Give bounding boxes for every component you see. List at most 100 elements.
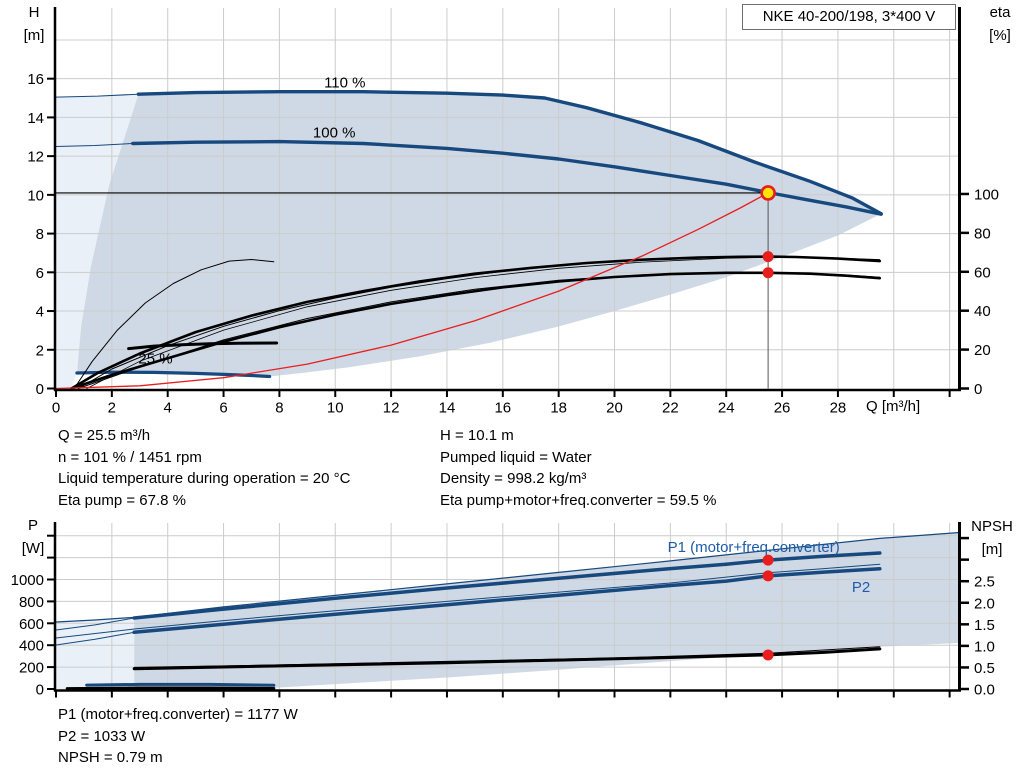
eta-total-25-curve xyxy=(127,341,279,351)
x-tick-label: 4 xyxy=(164,400,172,417)
duty-point xyxy=(760,185,776,201)
annotation-line: Liquid temperature during operation = 20… xyxy=(58,470,351,488)
system-curve xyxy=(55,192,769,390)
left-tick-label: 1000 xyxy=(11,572,44,589)
right-tick-label: 1.5 xyxy=(974,617,995,634)
p-axis-unit: [W] xyxy=(21,540,45,557)
speed-100-left-extension xyxy=(55,143,134,147)
annotation-line: H = 10.1 m xyxy=(440,427,514,444)
x-tick-label: 18 xyxy=(550,400,567,417)
right-tick-label: 1.0 xyxy=(974,638,995,655)
left-tick-label: 12 xyxy=(27,149,44,166)
x-tick-label: 24 xyxy=(718,400,735,417)
p2-point xyxy=(762,570,774,582)
x-tick-label: 2 xyxy=(108,400,116,417)
speed-25-label: 25 % xyxy=(138,350,172,367)
eta-axis-name: eta xyxy=(989,4,1011,21)
h-axis-name: H xyxy=(28,4,40,21)
p-axis-name: P xyxy=(27,517,38,534)
speed-100-label: 100 % xyxy=(313,125,356,142)
p2-curve xyxy=(132,567,882,635)
left-tick-label: 2 xyxy=(36,342,44,359)
annotation-line: Q = 25.5 m³/h xyxy=(58,427,151,444)
right-tick-label: 80 xyxy=(974,225,991,242)
duty-annotation-left: Q = 25.5 m³/h n = 101 % / 1451 rpm Liqui… xyxy=(58,425,350,512)
power-envelope-region xyxy=(134,532,958,689)
left-tick-label: 400 xyxy=(19,638,44,655)
x-tick-label: 22 xyxy=(662,400,679,417)
outside-envelope-region xyxy=(56,94,139,389)
power-annotation: P1 (motor+freq.converter) = 1177 W P2 = … xyxy=(58,704,298,769)
left-tick-label: 10 xyxy=(27,187,44,204)
p2-110-curve xyxy=(55,563,881,639)
right-tick-label: 2.0 xyxy=(974,595,995,612)
p1-left-extension xyxy=(55,617,135,631)
annotation-line: Eta pump = 67.8 % xyxy=(58,492,186,510)
p1-110-curve xyxy=(55,532,959,623)
right-tick-label: 0 xyxy=(974,381,982,398)
annotation-line: Eta pump+motor+freq.converter = 59.5 % xyxy=(440,492,717,510)
h-axis-unit: [m] xyxy=(23,27,45,44)
eta-pump-point xyxy=(762,251,774,263)
left-tick-label: 6 xyxy=(36,265,44,282)
left-tick-label: 4 xyxy=(36,304,44,321)
npsh-axis-unit: [m] xyxy=(981,541,1003,558)
npsh-point xyxy=(762,649,774,661)
eta-axis-unit: [%] xyxy=(989,27,1011,44)
x-tick-label: 14 xyxy=(439,400,456,417)
duty-envelope-region xyxy=(76,91,882,377)
speed-110-label: 110 % xyxy=(324,74,365,91)
p2-left-extension xyxy=(55,631,135,646)
x-tick-label: 0 xyxy=(52,400,60,417)
x-tick-label: 12 xyxy=(383,400,400,417)
p2-25-curve xyxy=(65,686,276,691)
left-tick-label: 800 xyxy=(19,594,44,611)
eta-pump-25-curve xyxy=(73,259,275,389)
speed-100-curve xyxy=(131,139,883,216)
left-tick-label: 8 xyxy=(36,226,44,243)
annotation-line: NPSH = 0.79 m xyxy=(58,749,163,767)
left-tick-label: 0 xyxy=(36,381,44,398)
p1-label: P1 (motor+freq.converter) xyxy=(668,539,840,556)
left-tick-label: 14 xyxy=(27,110,44,127)
p1-25-curve xyxy=(85,682,276,687)
x-tick-label: 28 xyxy=(830,400,847,417)
outside-envelope-region xyxy=(56,617,135,689)
left-tick-label: 600 xyxy=(19,616,44,633)
npsh-axis-name: NPSH xyxy=(971,518,1013,535)
annotation-line: P2 = 1033 W xyxy=(58,727,146,745)
speed-25-curve xyxy=(75,370,272,379)
x-tick-label: 6 xyxy=(219,400,227,417)
speed-110-curve xyxy=(136,90,883,216)
left-tick-label: 16 xyxy=(27,71,44,88)
x-tick-label: 26 xyxy=(774,400,791,417)
npsh-curve xyxy=(132,647,882,671)
left-tick-label: 0 xyxy=(36,682,44,699)
right-tick-label: 20 xyxy=(974,342,991,359)
p1-point xyxy=(762,554,774,566)
speed-110-left-extension xyxy=(55,93,139,98)
right-tick-label: 0.5 xyxy=(974,660,995,677)
p2-label: P2 xyxy=(852,579,870,596)
p1-curve xyxy=(132,551,882,620)
annotation-line: P1 (motor+freq.converter) = 1177 W xyxy=(58,706,298,723)
annotation-line: Pumped liquid = Water xyxy=(440,448,592,466)
right-tick-label: 40 xyxy=(974,303,991,320)
right-tick-label: 60 xyxy=(974,264,991,281)
x-tick-label: 20 xyxy=(606,400,623,417)
q-axis-label: Q [m³/h] xyxy=(866,398,921,415)
annotation-line: Density = 998.2 kg/m³ xyxy=(440,470,587,488)
left-tick-label: 200 xyxy=(19,660,44,677)
x-tick-label: 10 xyxy=(327,400,344,417)
right-tick-label: 0.0 xyxy=(974,682,995,699)
pump-title-box: NKE 40-200/198, 3*400 V xyxy=(742,4,956,30)
right-tick-label: 2.5 xyxy=(974,574,995,591)
x-tick-label: 8 xyxy=(275,400,283,417)
eta-total-curve xyxy=(70,271,882,390)
duty-annotation-right: H = 10.1 m Pumped liquid = Water Density… xyxy=(440,425,716,512)
eta-total-point xyxy=(762,267,774,279)
x-tick-label: 16 xyxy=(494,400,511,417)
annotation-line: n = 101 % / 1451 rpm xyxy=(58,448,202,466)
